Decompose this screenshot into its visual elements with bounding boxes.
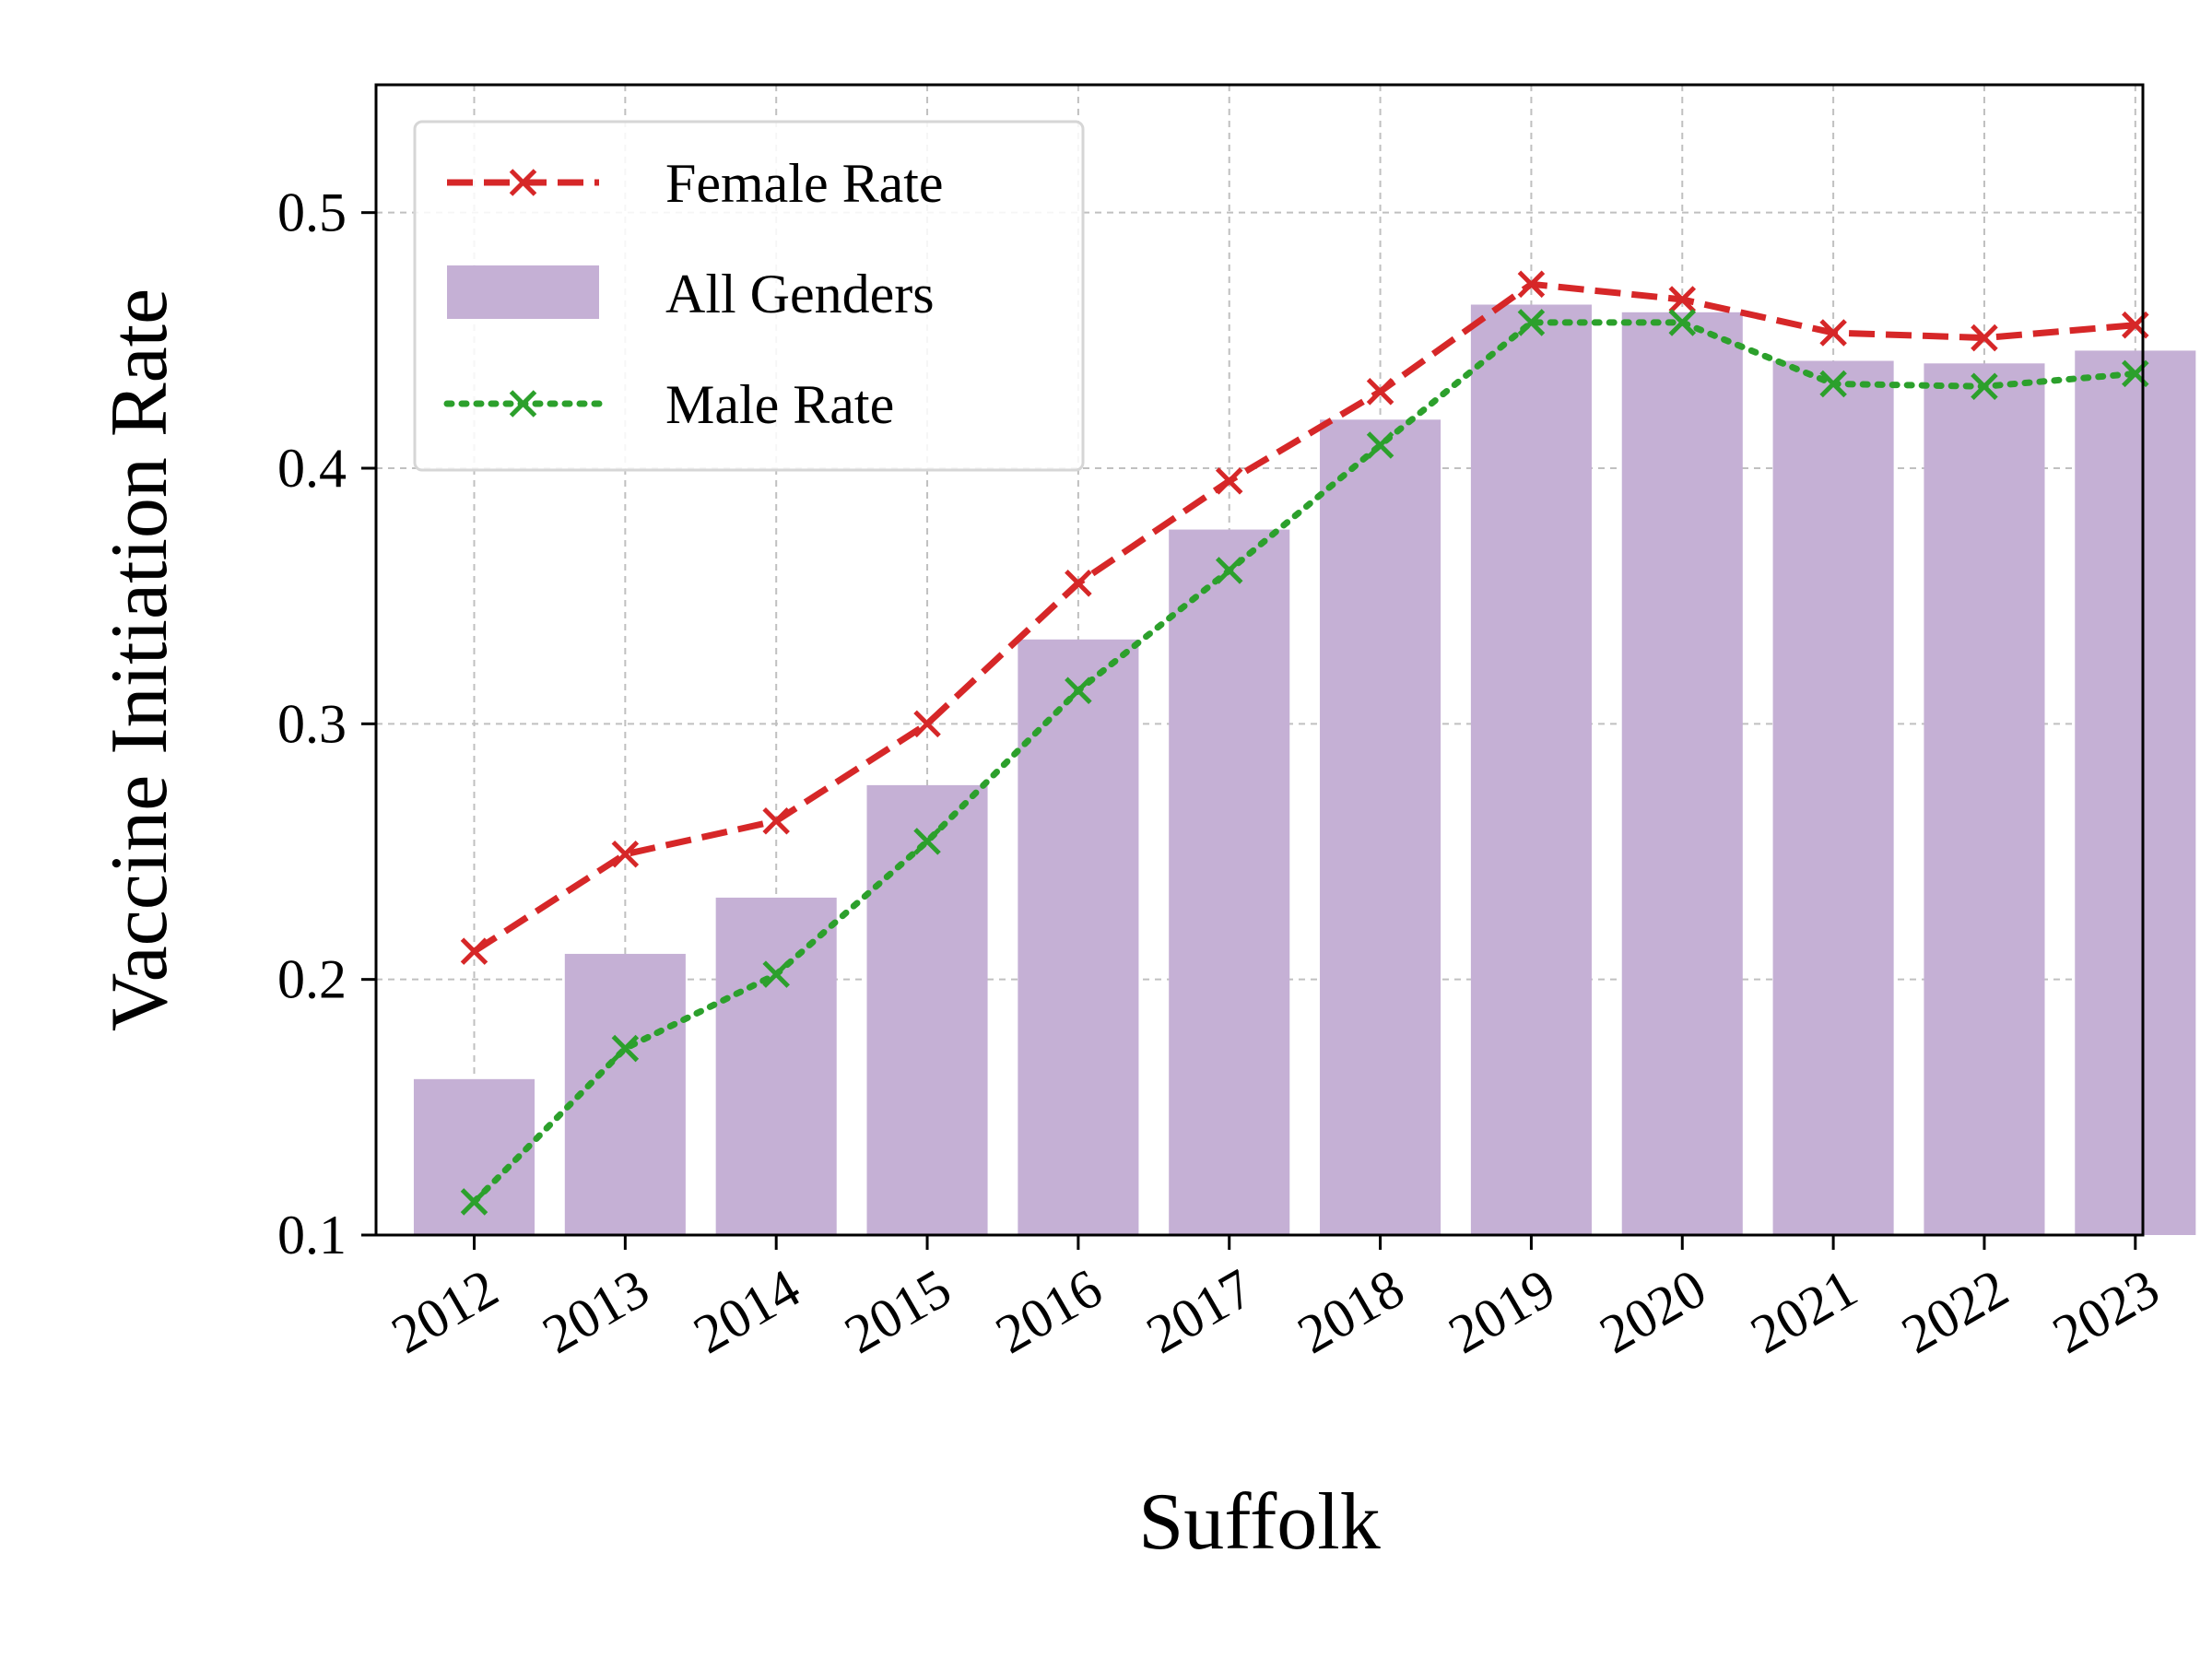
x-tick-label: 2015 xyxy=(835,1257,961,1365)
legend-marker xyxy=(509,390,537,418)
y-axis-title: Vaccine Initiation Rate xyxy=(95,288,184,1031)
legend-marker xyxy=(509,169,537,196)
bar xyxy=(564,953,686,1235)
y-axis: 0.1 0.2 0.3 0.4 0.5 xyxy=(277,182,376,1265)
data-point xyxy=(1517,309,1546,336)
x-tick-label: 2023 xyxy=(2042,1257,2169,1365)
data-point xyxy=(460,1188,488,1216)
bar xyxy=(715,897,837,1235)
x-tick-label: 2012 xyxy=(382,1257,508,1365)
x-tick-label: 2013 xyxy=(533,1257,659,1365)
data-point xyxy=(460,937,488,965)
bar xyxy=(866,784,988,1235)
legend: Female Rate All Genders Male Rate xyxy=(413,120,1085,472)
data-point xyxy=(1215,467,1243,495)
data-point xyxy=(913,710,941,738)
x-tick-label: 2019 xyxy=(1439,1257,1565,1365)
data-point xyxy=(1668,309,1697,336)
bar xyxy=(1470,304,1592,1235)
y-tick-label: 0.4 xyxy=(277,438,347,499)
bar xyxy=(1320,419,1441,1236)
data-point xyxy=(1668,286,1697,313)
series-line xyxy=(472,280,2136,955)
data-point xyxy=(1819,319,1847,347)
y-tick-label: 0.3 xyxy=(277,693,347,754)
legend-swatch-bar xyxy=(447,265,599,319)
x-axis: 2012 2013 2014 2015 2016 2017 2018 2019 2020 2021… xyxy=(382,1235,2169,1365)
legend-label: Male Rate xyxy=(665,374,894,435)
x-tick-label: 2022 xyxy=(1892,1257,2018,1365)
plot-frame xyxy=(374,83,2145,1237)
bar-series xyxy=(413,304,2196,1236)
legend-label: All Genders xyxy=(665,264,935,324)
bar xyxy=(1924,363,2045,1235)
data-point xyxy=(611,1034,640,1063)
line-series xyxy=(460,270,2149,1216)
x-tick-label: 2018 xyxy=(1288,1257,1414,1365)
bar xyxy=(1169,529,1290,1235)
bar xyxy=(1621,312,1743,1235)
y-tick-label: 0.2 xyxy=(277,949,347,1010)
x-tick-label: 2016 xyxy=(985,1257,1112,1365)
data-point xyxy=(1971,372,1998,401)
legend-box xyxy=(413,120,1085,472)
bar xyxy=(1018,639,1139,1235)
x-tick-label: 2017 xyxy=(1136,1257,1263,1365)
data-point xyxy=(1819,370,1847,398)
x-axis-title: Suffolk xyxy=(1138,1477,1380,1567)
x-tick-label: 2021 xyxy=(1741,1257,1867,1365)
x-tick-label: 2014 xyxy=(684,1257,810,1365)
bar xyxy=(2075,350,2196,1236)
data-point xyxy=(913,828,941,855)
data-point xyxy=(1065,570,1092,597)
y-tick-label: 0.5 xyxy=(277,182,347,243)
legend-label: Female Rate xyxy=(665,153,944,214)
bar xyxy=(1772,360,1894,1235)
x-tick-label: 2020 xyxy=(1590,1257,1716,1365)
data-point xyxy=(1366,431,1394,459)
y-tick-label: 0.1 xyxy=(277,1205,347,1265)
data-point xyxy=(1517,270,1546,299)
data-point xyxy=(1215,557,1243,584)
data-point xyxy=(1971,324,1998,352)
data-point xyxy=(1366,378,1394,406)
data-point xyxy=(1065,677,1092,705)
data-point xyxy=(611,841,640,868)
series-line xyxy=(471,319,2139,1206)
data-point xyxy=(762,960,790,988)
data-point xyxy=(762,806,790,835)
